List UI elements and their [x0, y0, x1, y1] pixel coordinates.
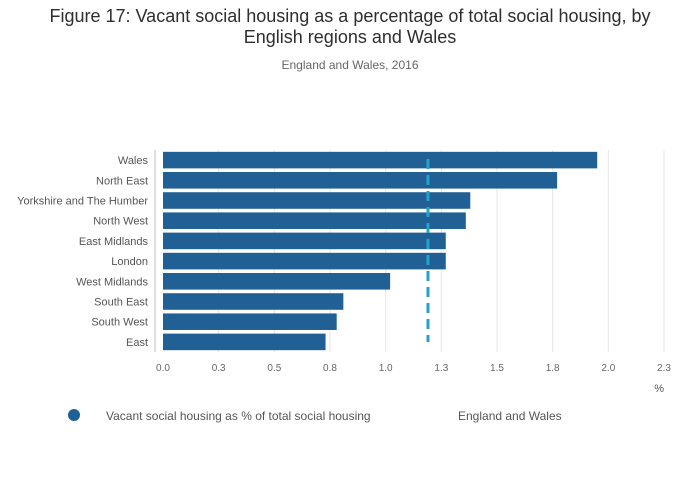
legend-series-label: Vacant social housing as % of total soci… — [106, 409, 371, 423]
x-tick-label: 0.8 — [323, 363, 337, 374]
bar-layer — [163, 151, 598, 351]
category-label: West Midlands — [76, 276, 148, 288]
x-tick-label: 2.0 — [601, 363, 615, 374]
legend: Vacant social housing as % of total soci… — [0, 405, 700, 429]
x-tick-label: 0.5 — [267, 363, 281, 374]
legend-reference-label: England and Wales — [458, 409, 562, 423]
bar-south-east — [163, 293, 344, 310]
bar-south-west — [163, 313, 337, 330]
x-tick-label: 1.8 — [546, 363, 560, 374]
bar-north-east — [163, 172, 558, 189]
chart-title: Figure 17: Vacant social housing as a pe… — [0, 6, 700, 48]
chart-subtitle: England and Wales, 2016 — [281, 58, 419, 72]
x-tick-label: 1.3 — [434, 363, 448, 374]
x-tick-label: 2.3 — [657, 363, 671, 374]
x-axis-label: % — [654, 383, 664, 395]
bar-london — [163, 252, 446, 270]
category-label: London — [111, 256, 148, 268]
category-label: South East — [94, 297, 148, 309]
bar-west-midlands — [163, 273, 391, 290]
bar-east-midlands — [163, 232, 446, 250]
bar-wales — [163, 151, 598, 169]
category-label: East — [126, 337, 148, 349]
category-label: North West — [93, 216, 148, 228]
x-tick-label: 0.3 — [212, 363, 226, 374]
category-labels: Wales North East Yorkshire and The Humber N… — [17, 155, 148, 349]
chart-title-line-2: English regions and Wales — [243, 27, 457, 47]
x-tick-label: 0.0 — [156, 363, 170, 374]
bar-chart: Wales North East Yorkshire and The Humber N… — [17, 150, 671, 395]
x-tick-label: 1.5 — [490, 363, 504, 374]
bar-east — [163, 333, 326, 351]
category-label: North East — [96, 175, 148, 187]
category-label: South West — [91, 317, 148, 329]
bar-yorkshire-and-the-humber — [163, 192, 471, 209]
x-tick-labels: 0.0 0.3 0.5 0.8 1.0 1.3 1.5 1.8 2.0 2.3 — [156, 363, 671, 374]
chart-title-line-1: Figure 17: Vacant social housing as a pe… — [49, 6, 651, 26]
category-label: East Midlands — [79, 236, 149, 248]
bar-north-west — [163, 212, 466, 229]
category-label: Wales — [118, 155, 149, 167]
x-tick-label: 1.0 — [379, 363, 393, 374]
legend-series-marker — [68, 409, 80, 421]
category-label: Yorkshire and The Humber — [17, 196, 148, 208]
